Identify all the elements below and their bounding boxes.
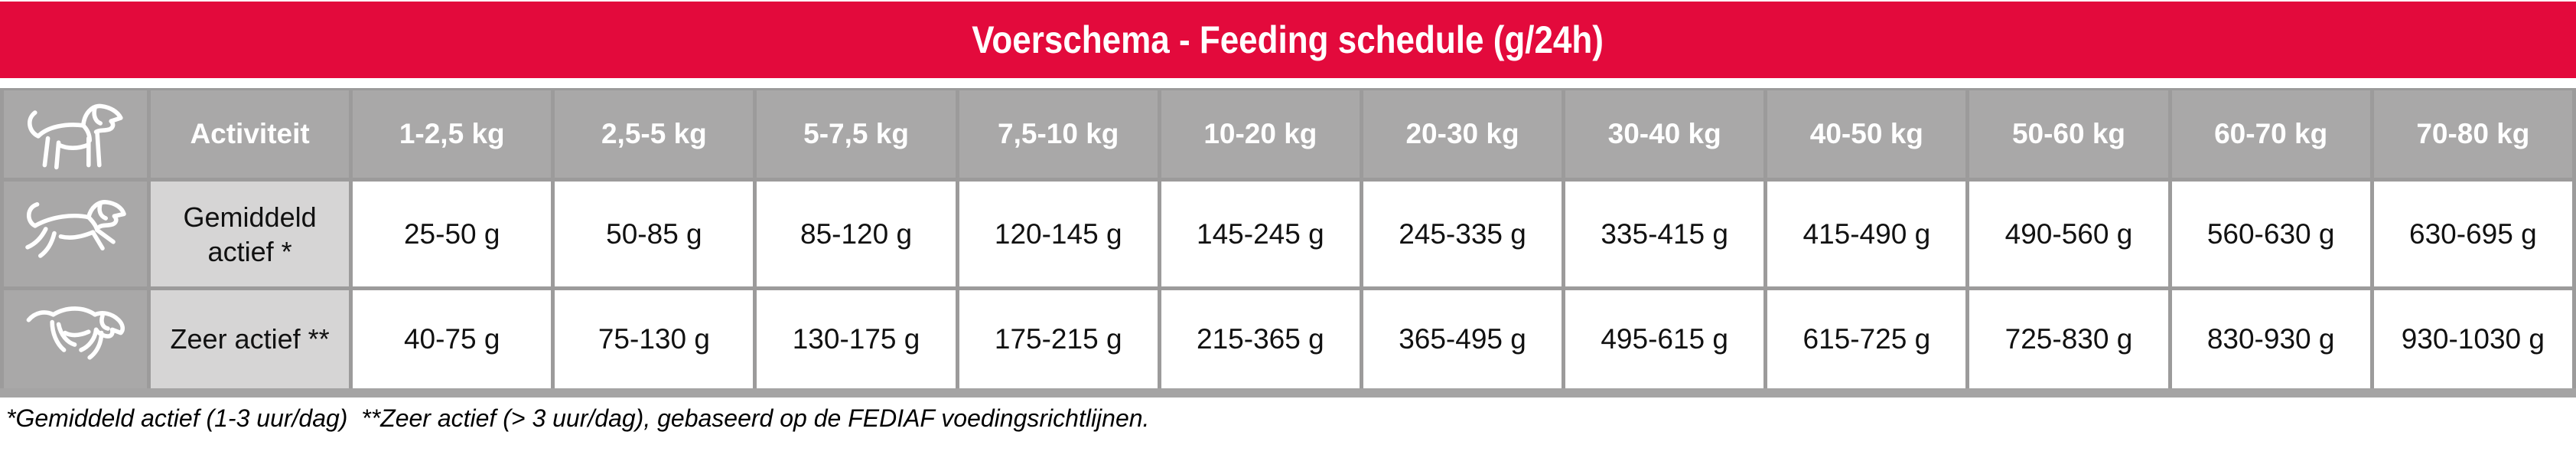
ration-cell: 495-615 g bbox=[1562, 286, 1768, 397]
dog-galloping-icon-cell bbox=[0, 286, 151, 397]
weight-column-header: 10-20 kg bbox=[1157, 88, 1363, 182]
header-row: Activiteit 1-2,5 kg 2,5-5 kg 5-7,5 kg 7,… bbox=[0, 88, 2576, 182]
weight-column-header: 1-2,5 kg bbox=[349, 88, 555, 182]
ration-cell: 335-415 g bbox=[1562, 178, 1768, 290]
ration-cell: 175-215 g bbox=[955, 286, 1161, 397]
ration-cell: 130-175 g bbox=[753, 286, 959, 397]
ration-cell: 830-930 g bbox=[2167, 286, 2374, 397]
feeding-schedule-table: Activiteit 1-2,5 kg 2,5-5 kg 5-7,5 kg 7,… bbox=[0, 88, 2576, 397]
ration-cell: 560-630 g bbox=[2167, 178, 2374, 290]
ration-cell: 725-830 g bbox=[1965, 286, 2172, 397]
weight-column-header: 50-60 kg bbox=[1965, 88, 2172, 182]
ration-cell: 120-145 g bbox=[955, 178, 1161, 290]
ration-cell: 215-365 g bbox=[1157, 286, 1363, 397]
weight-column-header: 70-80 kg bbox=[2369, 88, 2576, 182]
table-row-average-active: Gemiddeld actief * 25-50 g 50-85 g 85-12… bbox=[0, 178, 2576, 290]
dog-standing-icon bbox=[27, 103, 123, 170]
ration-cell: 245-335 g bbox=[1359, 178, 1566, 290]
activity-label-cell: Zeer actief ** bbox=[146, 286, 353, 397]
dog-trotting-icon bbox=[24, 199, 126, 258]
dog-galloping-icon bbox=[26, 306, 125, 360]
ration-cell: 85-120 g bbox=[753, 178, 959, 290]
ration-cell: 490-560 g bbox=[1965, 178, 2172, 290]
ration-cell: 50-85 g bbox=[551, 178, 757, 290]
weight-column-header: 40-50 kg bbox=[1763, 88, 1970, 182]
ration-cell: 25-50 g bbox=[349, 178, 555, 290]
weight-column-header: 20-30 kg bbox=[1359, 88, 1566, 182]
weight-column-header: 2,5-5 kg bbox=[551, 88, 757, 182]
weight-column-header: 7,5-10 kg bbox=[955, 88, 1161, 182]
ration-cell: 930-1030 g bbox=[2369, 286, 2576, 397]
weight-column-header: 60-70 kg bbox=[2167, 88, 2374, 182]
ration-cell: 365-495 g bbox=[1359, 286, 1566, 397]
ration-cell: 40-75 g bbox=[349, 286, 555, 397]
title-banner: Voerschema - Feeding schedule (g/24h) bbox=[0, 2, 2576, 78]
ration-cell: 630-695 g bbox=[2369, 178, 2576, 290]
feeding-table-wrap: Activiteit 1-2,5 kg 2,5-5 kg 5-7,5 kg 7,… bbox=[0, 88, 2576, 397]
ration-cell: 615-725 g bbox=[1763, 286, 1970, 397]
footnote: *Gemiddeld actief (1-3 uur/dag) **Zeer a… bbox=[6, 404, 1150, 432]
page-title: Voerschema - Feeding schedule (g/24h) bbox=[972, 18, 1604, 61]
weight-column-header: 5-7,5 kg bbox=[753, 88, 959, 182]
ration-cell: 75-130 g bbox=[551, 286, 757, 397]
dog-standing-icon-cell bbox=[0, 88, 151, 182]
activity-column-header: Activiteit bbox=[146, 88, 353, 182]
table-row-very-active: Zeer actief ** 40-75 g 75-130 g 130-175 … bbox=[0, 286, 2576, 397]
weight-column-header: 30-40 kg bbox=[1562, 88, 1768, 182]
ration-cell: 145-245 g bbox=[1157, 178, 1363, 290]
activity-label-cell: Gemiddeld actief * bbox=[146, 178, 353, 290]
dog-trotting-icon-cell bbox=[0, 178, 151, 290]
ration-cell: 415-490 g bbox=[1763, 178, 1970, 290]
